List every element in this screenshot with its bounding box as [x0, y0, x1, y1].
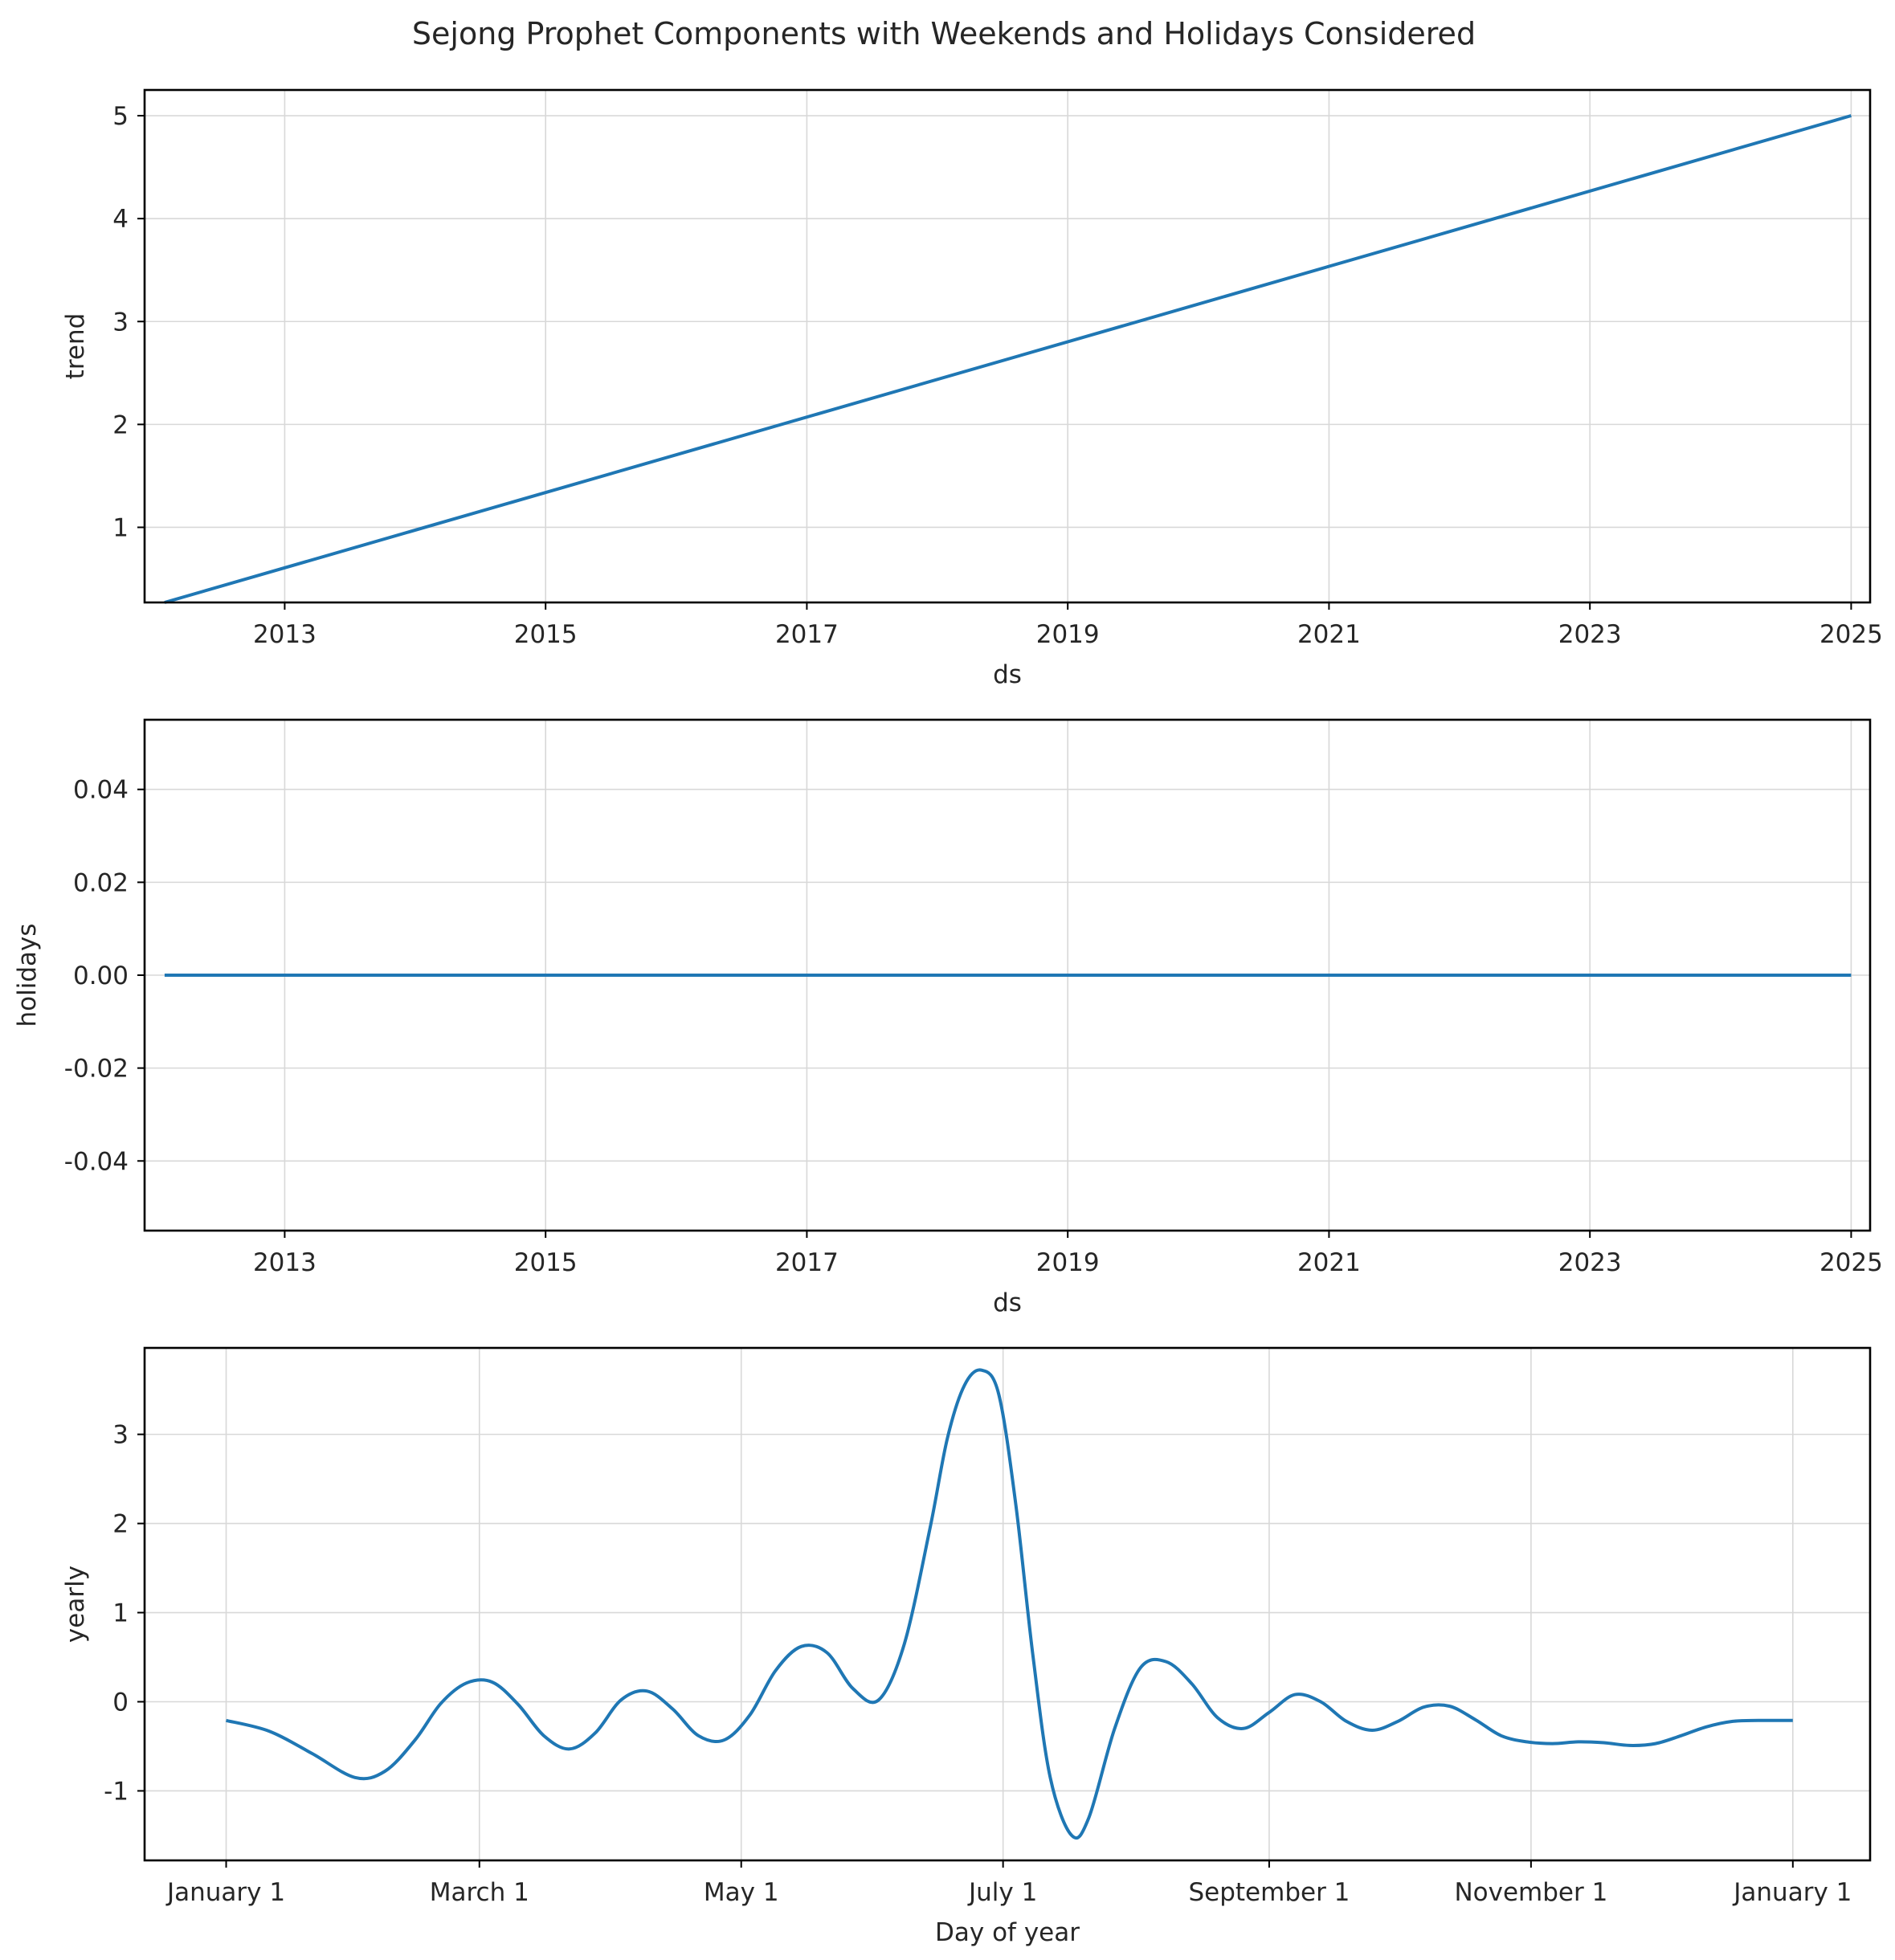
holidays-x-tick-label-1: 2015 — [514, 1248, 578, 1277]
trend-x-tick-label-5: 2023 — [1558, 620, 1622, 649]
trend-y-tick-label-2: 3 — [112, 308, 129, 337]
yearly-x-axis-label: Day of year — [935, 1918, 1080, 1947]
holidays-y-axis-label: holidays — [13, 923, 42, 1027]
yearly-y-axis-label: yearly — [61, 1566, 90, 1643]
holidays-panel: 2013 2015 2017 2019 2021 2023 2025 0.04 0.02 0.00… — [13, 718, 1883, 1317]
holidays-x-tick-label-6: 2025 — [1819, 1248, 1883, 1277]
holidays-x-tick-label-4: 2021 — [1297, 1248, 1361, 1277]
holidays-x-tick-label-0: 2013 — [253, 1248, 317, 1277]
trend-x-tick-label-2: 2017 — [775, 620, 839, 649]
holidays-y-tick-label-0: 0.04 — [73, 776, 129, 805]
trend-y-tick-label-0: 1 — [112, 513, 129, 542]
trend-series-line — [164, 114, 1852, 604]
figure-title: Sejong Prophet Components with Weekends … — [412, 16, 1476, 51]
yearly-x-tick-label-0: January 1 — [165, 1878, 285, 1907]
trend-y-axis-label: trend — [61, 313, 90, 380]
holidays-y-tick-label-4: -0.04 — [64, 1147, 129, 1176]
yearly-x-tick-label-3: July 1 — [967, 1878, 1037, 1907]
yearly-y-tick-label-4: 3 — [112, 1421, 129, 1450]
yearly-x-tick-label-2: May 1 — [704, 1878, 779, 1907]
yearly-y-tick-label-1: 0 — [112, 1688, 129, 1717]
holidays-y-tick-label-3: -0.02 — [64, 1055, 129, 1084]
trend-x-tick-label-0: 2013 — [253, 620, 317, 649]
trend-panel: 2013 2015 2017 2019 2021 2023 2025 1 2 3 4 5 ds trend — [61, 88, 1883, 689]
holidays-x-tick-label-3: 2019 — [1036, 1248, 1100, 1277]
trend-y-tick-label-3: 4 — [112, 205, 129, 234]
yearly-panel: January 1 March 1 May 1 July 1 September 1 No… — [61, 1346, 1872, 1947]
trend-y-tick-label-4: 5 — [112, 102, 129, 131]
trend-x-tick-label-4: 2021 — [1297, 620, 1361, 649]
yearly-plot-frame — [143, 1346, 1872, 1862]
holidays-x-tick-label-5: 2023 — [1558, 1248, 1622, 1277]
holidays-x-tick-label-2: 2017 — [775, 1248, 839, 1277]
yearly-series-line — [226, 1368, 1793, 1840]
trend-y-tick-label-1: 2 — [112, 410, 129, 439]
yearly-x-tick-label-4: September 1 — [1188, 1878, 1350, 1907]
trend-x-tick-label-6: 2025 — [1819, 620, 1883, 649]
yearly-x-tick-label-1: March 1 — [430, 1878, 529, 1907]
yearly-x-tick-label-5: November 1 — [1454, 1878, 1607, 1907]
yearly-y-tick-label-0: -1 — [104, 1777, 129, 1806]
yearly-y-tick-label-2: 1 — [112, 1599, 129, 1628]
holidays-y-tick-label-1: 0.02 — [73, 868, 129, 897]
trend-x-tick-label-1: 2015 — [514, 620, 578, 649]
holidays-x-axis-label: ds — [993, 1288, 1022, 1317]
trend-plot-frame — [143, 88, 1872, 604]
yearly-x-tick-label-6: January 1 — [1732, 1878, 1852, 1907]
yearly-y-tick-label-3: 2 — [112, 1510, 129, 1539]
trend-x-tick-label-3: 2019 — [1036, 620, 1100, 649]
holidays-y-tick-label-2: 0.00 — [73, 962, 129, 990]
trend-x-axis-label: ds — [993, 660, 1022, 689]
